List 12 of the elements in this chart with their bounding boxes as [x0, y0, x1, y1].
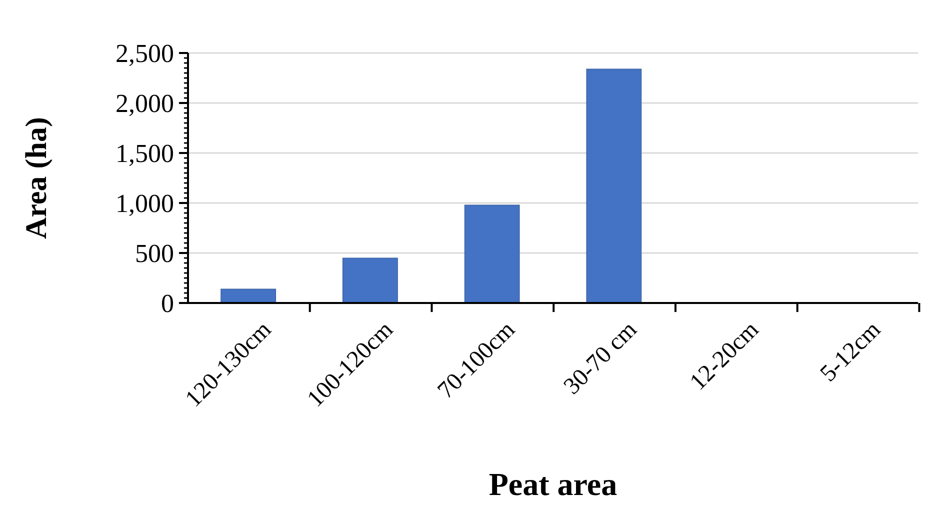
bar [342, 258, 398, 304]
y-axis-title: Area (ha) [20, 117, 53, 239]
y-tick-label: 2,000 [116, 89, 174, 118]
y-tick-label: 1,500 [116, 139, 174, 168]
x-axis-title: Peat area [488, 466, 618, 502]
bar [586, 68, 642, 304]
bar [464, 204, 520, 304]
y-tick-label: 500 [135, 239, 174, 268]
bar [220, 288, 276, 304]
y-tick-label: 2,500 [116, 39, 174, 68]
y-tick-label: 0 [161, 289, 174, 318]
y-tick-label: 1,000 [116, 189, 174, 218]
